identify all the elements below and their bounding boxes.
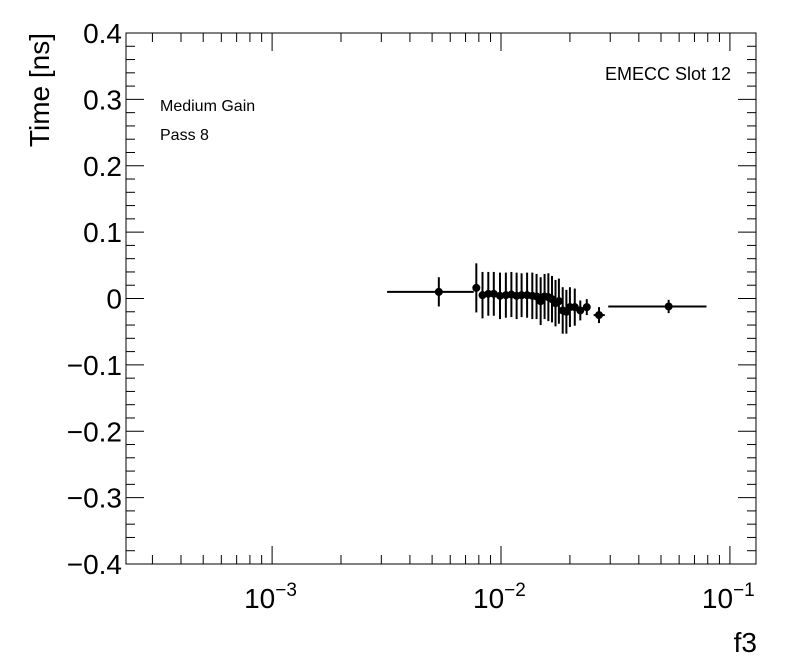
marker: [496, 291, 505, 300]
annotation-slot: EMECC Slot 12: [604, 64, 731, 84]
data-point: [484, 271, 493, 316]
y-tick-label: 0.1: [83, 217, 122, 248]
x-axis-label: f3: [734, 627, 757, 658]
marker: [595, 311, 604, 320]
marker: [517, 291, 526, 300]
x-tick-label: 10−2: [473, 580, 526, 614]
y-tick-label: −0.3: [67, 483, 122, 514]
y-tick-label: 0.2: [83, 151, 122, 182]
x-tick-label: 10−3: [244, 580, 297, 614]
x-tick-label-exponent: −3: [275, 580, 297, 601]
data-points: [387, 263, 707, 334]
marker: [582, 303, 591, 312]
marker: [472, 283, 481, 292]
annotation-pass: Pass 8: [160, 127, 209, 144]
marker: [554, 297, 563, 306]
marker: [434, 287, 443, 296]
data-point: [582, 299, 591, 316]
data-point: [554, 278, 563, 324]
data-point: [496, 272, 505, 320]
x-tick-label-exponent: −2: [504, 580, 526, 601]
x-tick-label-exponent: −1: [733, 580, 755, 601]
data-point: [576, 300, 585, 321]
marker: [664, 302, 673, 311]
y-axis-label: Time [ns]: [24, 33, 55, 147]
data-point: [532, 273, 541, 320]
x-tick-label: 10−1: [702, 580, 755, 614]
annotation-gain: Medium Gain: [160, 98, 256, 115]
data-point: [472, 263, 481, 313]
y-tick-labels: 0.4 0.3 0.2 0.1 0 −0.1 −0.2 −0.3 −0.4: [67, 18, 122, 580]
data-point: [536, 277, 545, 326]
data-point: [570, 288, 579, 326]
x-tick-labels: 10−3 10−2 10−1: [244, 580, 755, 614]
x-tick-label-base: 10: [702, 583, 733, 614]
data-point: [593, 307, 605, 324]
x-axis: [151, 33, 731, 564]
data-point: [387, 277, 474, 307]
marker: [576, 306, 585, 315]
y-tick-label: 0.4: [83, 18, 122, 49]
data-point: [517, 273, 526, 318]
marker: [489, 289, 498, 298]
y-tick-label: −0.2: [67, 416, 122, 447]
y-tick-label: 0: [106, 284, 122, 315]
data-point: [608, 299, 707, 314]
y-axis: [126, 32, 756, 565]
y-tick-label: −0.1: [67, 350, 122, 381]
marker: [484, 289, 493, 298]
x-tick-label-base: 10: [244, 583, 275, 614]
data-point: [489, 271, 498, 316]
y-tick-label: −0.4: [67, 549, 122, 580]
x-tick-label-base: 10: [473, 583, 504, 614]
y-tick-label: 0.3: [83, 84, 122, 115]
